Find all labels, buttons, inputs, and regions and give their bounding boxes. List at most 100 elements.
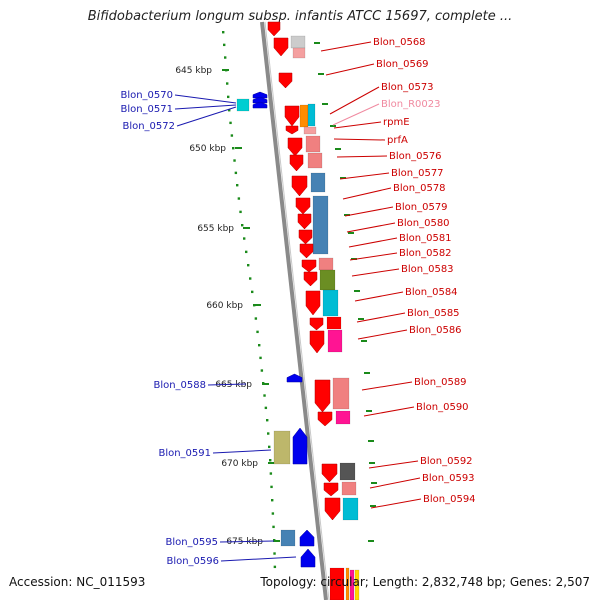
leader-line — [219, 540, 275, 543]
gene-feature-box — [303, 126, 317, 135]
scale-dot — [249, 277, 252, 280]
scale-dot — [273, 565, 277, 569]
scale-tick-label: 665 kbp — [215, 380, 252, 390]
gene-arrow-minus — [303, 271, 318, 287]
scale-dot — [273, 552, 276, 555]
leader-line — [346, 222, 396, 233]
gene-label: Blon_0592 — [420, 456, 473, 467]
gene-arrow-minus — [273, 37, 289, 57]
leader-line — [351, 268, 400, 277]
gene-feature-box — [332, 377, 350, 410]
gene-arrow-plus — [300, 548, 316, 568]
gene-label: Blon_0591 — [158, 448, 211, 459]
scale-dot — [237, 197, 241, 200]
feature-mark — [361, 340, 367, 342]
gene-feature-box — [280, 529, 296, 547]
scale-dot — [224, 56, 227, 59]
leader-line — [357, 329, 408, 340]
scale-dot — [232, 147, 235, 150]
scale-dot — [230, 134, 234, 137]
gene-label: Blon_0577 — [391, 168, 444, 179]
scale-tick-label: 670 kbp — [221, 459, 258, 469]
gene-feature-box — [290, 35, 306, 49]
gene-feature-box — [326, 316, 342, 330]
gene-feature-box — [312, 195, 329, 255]
gene-feature-box — [310, 172, 326, 193]
gene-label: prfA — [387, 135, 408, 146]
feature-mark — [358, 318, 364, 320]
scale-tick-label: 650 kbp — [189, 144, 226, 154]
gene-label: Blon_0596 — [166, 556, 219, 567]
gene-feature-box — [327, 329, 343, 353]
map-title: Bifidobacterium longum subsp. infantis A… — [87, 9, 513, 24]
feature-mark — [371, 482, 377, 484]
gene-label: Blon_0586 — [409, 325, 462, 336]
leader-line — [370, 498, 422, 509]
leader-line — [212, 449, 272, 454]
scale-dot — [254, 317, 258, 320]
leader-line — [320, 41, 372, 52]
gene-label: Blon_0579 — [395, 202, 448, 213]
leader-line — [207, 383, 247, 386]
gene-label: Blon_0578 — [393, 183, 446, 194]
gene-feature-box — [307, 152, 323, 169]
feature-mark — [335, 148, 341, 150]
scale-tick-label: 660 kbp — [206, 301, 243, 311]
leader-line — [333, 121, 382, 129]
feature-mark — [364, 372, 370, 374]
scale-dot — [260, 369, 264, 372]
leader-line — [332, 103, 380, 126]
scale-dot — [271, 499, 274, 502]
leader-line — [176, 106, 237, 127]
feature-mark — [366, 410, 372, 412]
gene-arrow-minus — [317, 411, 333, 427]
gene-arrow-minus — [323, 482, 339, 497]
gene-arrow-minus — [284, 105, 300, 127]
gene-arrow-minus — [267, 21, 281, 37]
gene-arrow-minus — [298, 229, 313, 245]
leader-line — [342, 187, 392, 200]
scale-dot — [270, 485, 273, 489]
feature-mark — [344, 214, 350, 216]
gene-arrow-minus — [285, 125, 299, 135]
scale-dot — [271, 512, 275, 515]
gene-feature-box — [322, 289, 339, 317]
scale-dot — [269, 459, 272, 462]
leader-line — [333, 138, 386, 141]
gene-label: Blon_0588 — [153, 380, 206, 391]
gene-feature-box — [339, 462, 356, 481]
gene-label: Blon_0582 — [399, 248, 452, 259]
feature-mark — [368, 540, 374, 542]
leader-line — [348, 237, 398, 248]
gene-arrow-plus — [292, 427, 308, 465]
gene-arrow-minus — [295, 197, 311, 215]
gene-label: Blon_0568 — [373, 37, 426, 48]
gene-arrow-minus — [309, 317, 324, 331]
leader-line — [220, 556, 297, 562]
scale-dot — [245, 250, 248, 254]
scale-dot — [226, 82, 229, 85]
gene-feature-box — [342, 497, 359, 521]
scale-dot — [236, 184, 239, 187]
gene-feature-box — [335, 410, 351, 425]
leader-line — [336, 155, 388, 158]
gene-label: Blon_0589 — [414, 377, 467, 388]
scale-dot — [267, 432, 270, 435]
gene-label: Blon_0572 — [122, 121, 175, 132]
scale-dot — [229, 121, 232, 125]
leader-line — [368, 460, 419, 469]
gene-feature-box — [345, 567, 350, 600]
gene-feature-box — [292, 47, 306, 59]
gene-feature-box — [318, 257, 334, 271]
leader-line — [363, 406, 415, 417]
leader-line — [325, 63, 375, 76]
gene-label: Blon_0581 — [399, 233, 452, 244]
scale-dot — [239, 210, 242, 214]
gene-arrow-minus — [301, 259, 317, 273]
feature-mark — [314, 42, 320, 44]
gene-arrow-minus — [314, 379, 331, 413]
leader-line — [174, 94, 237, 104]
gene-arrow-minus — [324, 497, 341, 521]
scale-dot — [247, 264, 250, 267]
